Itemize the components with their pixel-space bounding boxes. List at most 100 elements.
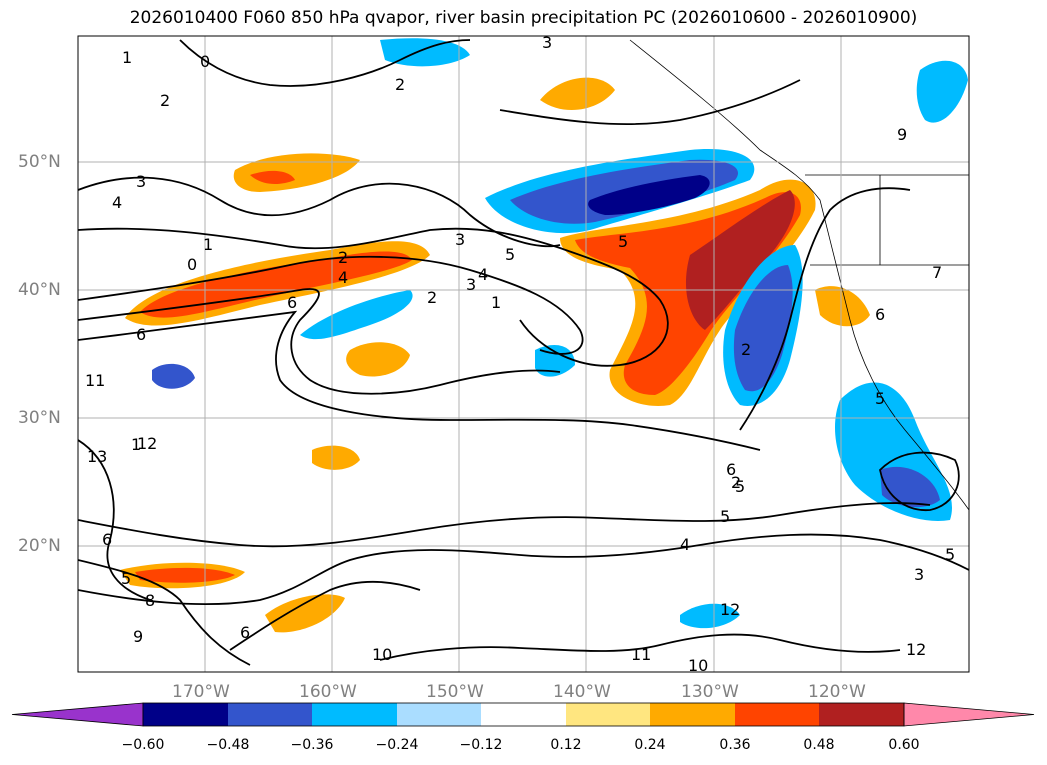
lat-label-30n: 30°N — [18, 408, 61, 428]
contour-label: 11 — [631, 645, 651, 664]
contour-label: 12 — [720, 600, 740, 619]
contour-label: 6 — [136, 325, 146, 344]
contour-label: 7 — [932, 263, 942, 282]
contour-label: 1 — [491, 293, 501, 312]
chart-title: 2026010400 F060 850 hPa qvapor, river ba… — [129, 8, 918, 28]
contour-label: 3 — [542, 33, 552, 52]
contour-label: 2 — [395, 75, 405, 94]
map-background — [78, 36, 969, 672]
contour-label: 2 — [741, 340, 751, 359]
lat-label-20n: 20°N — [18, 536, 61, 556]
contour-label: 5 — [735, 477, 745, 496]
contour-label: 3 — [455, 230, 465, 249]
contour-label: 2 — [731, 473, 741, 492]
contour-label: 5 — [945, 545, 955, 564]
negative-anomaly-subtropic-east — [535, 345, 575, 377]
contour-label: 3 — [466, 275, 476, 294]
contour-label: 3 — [136, 172, 146, 191]
contour-label: 6 — [875, 305, 885, 324]
negative-anomaly-tropic-east — [680, 603, 740, 629]
contour-line — [78, 227, 669, 367]
contour-line — [78, 533, 969, 606]
contour-line — [78, 502, 931, 548]
contour-label: 9 — [133, 627, 143, 646]
north-american-coast — [629, 39, 969, 511]
contour-line — [179, 39, 471, 87]
contour-label: 13 — [87, 447, 107, 466]
lon-label-130w: 130°W — [681, 682, 739, 702]
contour-line — [499, 79, 801, 126]
contour-label: 4 — [680, 535, 690, 554]
positive-anomaly-hawaii-south-core — [135, 567, 235, 583]
coastline-layer — [629, 39, 969, 511]
colorbar-tick: 0.60 — [888, 737, 920, 753]
contour-label: 2 — [160, 91, 170, 110]
contour-label: 1 — [203, 235, 213, 254]
positive-anomaly-subtropic — [346, 342, 410, 377]
lat-label-40n: 40°N — [18, 280, 61, 300]
contour-label: 8 — [145, 591, 155, 610]
contour-label: 4 — [338, 268, 348, 287]
lon-label-120w: 120°W — [808, 682, 866, 702]
contour-line — [78, 176, 561, 248]
contour-line — [379, 633, 901, 661]
contour-label: 5 — [505, 245, 515, 264]
contour-label: 11 — [85, 371, 105, 390]
positive-anomaly-equatorial — [265, 594, 345, 633]
contour-label: 4 — [478, 265, 488, 284]
contour-label: 0 — [187, 255, 197, 274]
lon-label-150w: 150°W — [426, 682, 484, 702]
shading-layer — [120, 38, 968, 633]
contour-label: 3 — [914, 565, 924, 584]
contour-line — [78, 255, 584, 355]
colorbar-tick: −0.24 — [375, 737, 419, 753]
qvapor-contours — [78, 39, 969, 666]
colorbar-tick: −0.60 — [121, 737, 165, 753]
colorbar-tick: −0.12 — [459, 737, 503, 753]
contour-label: 6 — [102, 530, 112, 549]
contour-label: 10 — [688, 656, 708, 675]
contour-label: 1 — [122, 48, 132, 67]
colorbar-tick: 0.24 — [634, 737, 666, 753]
lat-label-50n: 50°N — [18, 152, 61, 172]
colorbar-tick: 0.12 — [550, 737, 582, 753]
positive-anomaly-gulf-alaska — [540, 77, 615, 111]
contour-line — [78, 310, 761, 451]
map-frame — [77, 35, 970, 673]
contour-line — [739, 187, 911, 431]
colorbar-tick: −0.36 — [290, 737, 334, 753]
state-boundaries — [805, 174, 969, 266]
contour-line — [879, 451, 960, 511]
contour-label: 5 — [618, 232, 628, 251]
contour-label: 5 — [720, 507, 730, 526]
contour-label: 6 — [240, 623, 250, 642]
colorbar-tick: −0.48 — [206, 737, 250, 753]
positive-anomaly-subtropic-2 — [312, 445, 360, 470]
contour-line — [78, 288, 561, 395]
contour-label: 1 — [131, 435, 141, 454]
contour-label: 0 — [200, 52, 210, 71]
negative-anomaly-northeast-pacific-max — [588, 175, 710, 215]
negative-anomaly-northeast-corner — [916, 60, 968, 123]
positive-anomaly-zonal-band-core — [140, 251, 412, 318]
negative-anomaly-mid-pacific — [300, 290, 413, 340]
gridlines — [78, 36, 969, 672]
contour-label: 9 — [897, 125, 907, 144]
contour-label: 12 — [137, 434, 157, 453]
contour-label: 2 — [338, 248, 348, 267]
contour-line — [229, 580, 421, 651]
contour-label: 5 — [121, 569, 131, 588]
positive-anomaly-west-coast-max — [685, 190, 795, 330]
positive-anomaly-baja — [815, 286, 870, 327]
colorbar-tick: 0.48 — [803, 737, 835, 753]
lon-label-140w: 140°W — [553, 682, 611, 702]
lon-label-160w: 160°W — [299, 682, 357, 702]
contour-label: 6 — [726, 460, 736, 479]
positive-anomaly-north-pacific-core — [250, 170, 295, 185]
contour-line — [78, 559, 251, 666]
contour-label: 4 — [112, 193, 122, 212]
lon-label-170w: 170°W — [172, 682, 230, 702]
colorbar-tick: 0.36 — [719, 737, 751, 753]
